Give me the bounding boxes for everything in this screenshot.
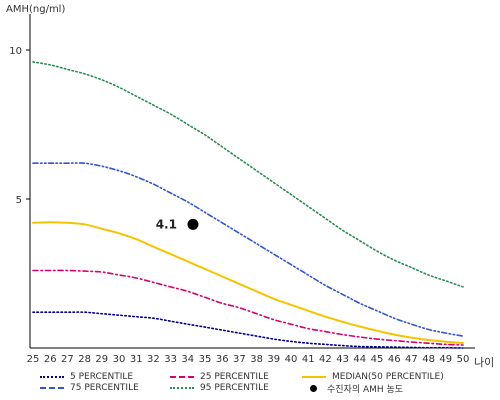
x-tick-label: 38 <box>250 354 263 365</box>
y-ticks: 5 10 <box>9 46 30 206</box>
x-tick-label: 40 <box>285 354 298 365</box>
x-tick-label: 39 <box>267 354 280 365</box>
legend-swatch-p5 <box>40 376 64 378</box>
marker-point <box>187 218 199 230</box>
x-tick-label: 28 <box>78 354 91 365</box>
x-tick-label: 34 <box>181 354 194 365</box>
x-tick-label: 31 <box>130 354 143 365</box>
legend-swatch-median <box>302 376 326 378</box>
legend-label-p25: 25 PERCENTILE <box>200 372 269 382</box>
x-tick-label: 33 <box>164 354 177 365</box>
legend-label-p5: 5 PERCENTILE <box>70 372 134 382</box>
x-tick-label: 42 <box>319 354 332 365</box>
x-tick-label: 35 <box>199 354 212 365</box>
series-line-1 <box>32 269 464 346</box>
legend-label-p95: 95 PERCENTILE <box>200 383 269 393</box>
x-tick-label: 26 <box>44 354 57 365</box>
x-ticks: 25 26 27 28 29 30 31 32 33 34 35 36 37 38 39 40 41 42 43 44… <box>27 354 470 365</box>
x-tick-label: 43 <box>336 354 349 365</box>
y-tick-label: 5 <box>16 195 22 206</box>
x-tick-label: 44 <box>353 354 366 365</box>
legend-label-marker: 수진자의 AMH 농도 <box>327 385 404 395</box>
series-line-3 <box>32 162 464 337</box>
x-tick-label: 45 <box>371 354 384 365</box>
legend-swatch-p25 <box>170 376 194 378</box>
x-axis-title: 나이 <box>474 356 494 369</box>
legend-swatch-marker <box>310 385 317 392</box>
series-line-2 <box>32 221 464 344</box>
x-tick-label: 50 <box>457 354 470 365</box>
x-tick-label: 46 <box>388 354 401 365</box>
x-tick-label: 37 <box>233 354 246 365</box>
legend-swatch-p75 <box>40 387 64 389</box>
legend-item-p25: 25 PERCENTILE <box>170 372 269 382</box>
x-tick-label: 27 <box>61 354 74 365</box>
patient-marker: 4.1 <box>156 217 199 231</box>
x-tick-label: 49 <box>439 354 452 365</box>
legend-swatch-p95 <box>170 387 194 389</box>
x-tick-label: 25 <box>27 354 40 365</box>
x-tick-label: 36 <box>216 354 229 365</box>
y-axis-title: AMH(ng/ml) <box>6 4 65 15</box>
series-line-0 <box>32 311 464 349</box>
legend-item-p95: 95 PERCENTILE <box>170 383 269 393</box>
marker-label: 4.1 <box>156 217 177 231</box>
x-tick-label: 29 <box>95 354 108 365</box>
x-tick-label: 47 <box>405 354 418 365</box>
legend-item-p5: 5 PERCENTILE <box>40 372 133 382</box>
x-tick-label: 32 <box>147 354 160 365</box>
y-tick-label: 10 <box>9 46 22 57</box>
legend-item-marker: 수진자의 AMH 농도 <box>308 382 403 395</box>
series-line-4 <box>32 61 464 288</box>
x-tick-label: 30 <box>113 354 126 365</box>
x-tick-label: 48 <box>422 354 435 365</box>
legend-label-p75: 75 PERCENTILE <box>70 383 139 393</box>
legend: 5 PERCENTILE 25 PERCENTILE MEDIAN(50 PER… <box>0 370 500 400</box>
legend-item-median: MEDIAN(50 PERCENTILE) <box>302 372 444 382</box>
legend-label-median: MEDIAN(50 PERCENTILE) <box>332 372 444 382</box>
x-tick-label: 41 <box>302 354 315 365</box>
series-lines <box>32 61 464 349</box>
legend-item-p75: 75 PERCENTILE <box>40 383 139 393</box>
